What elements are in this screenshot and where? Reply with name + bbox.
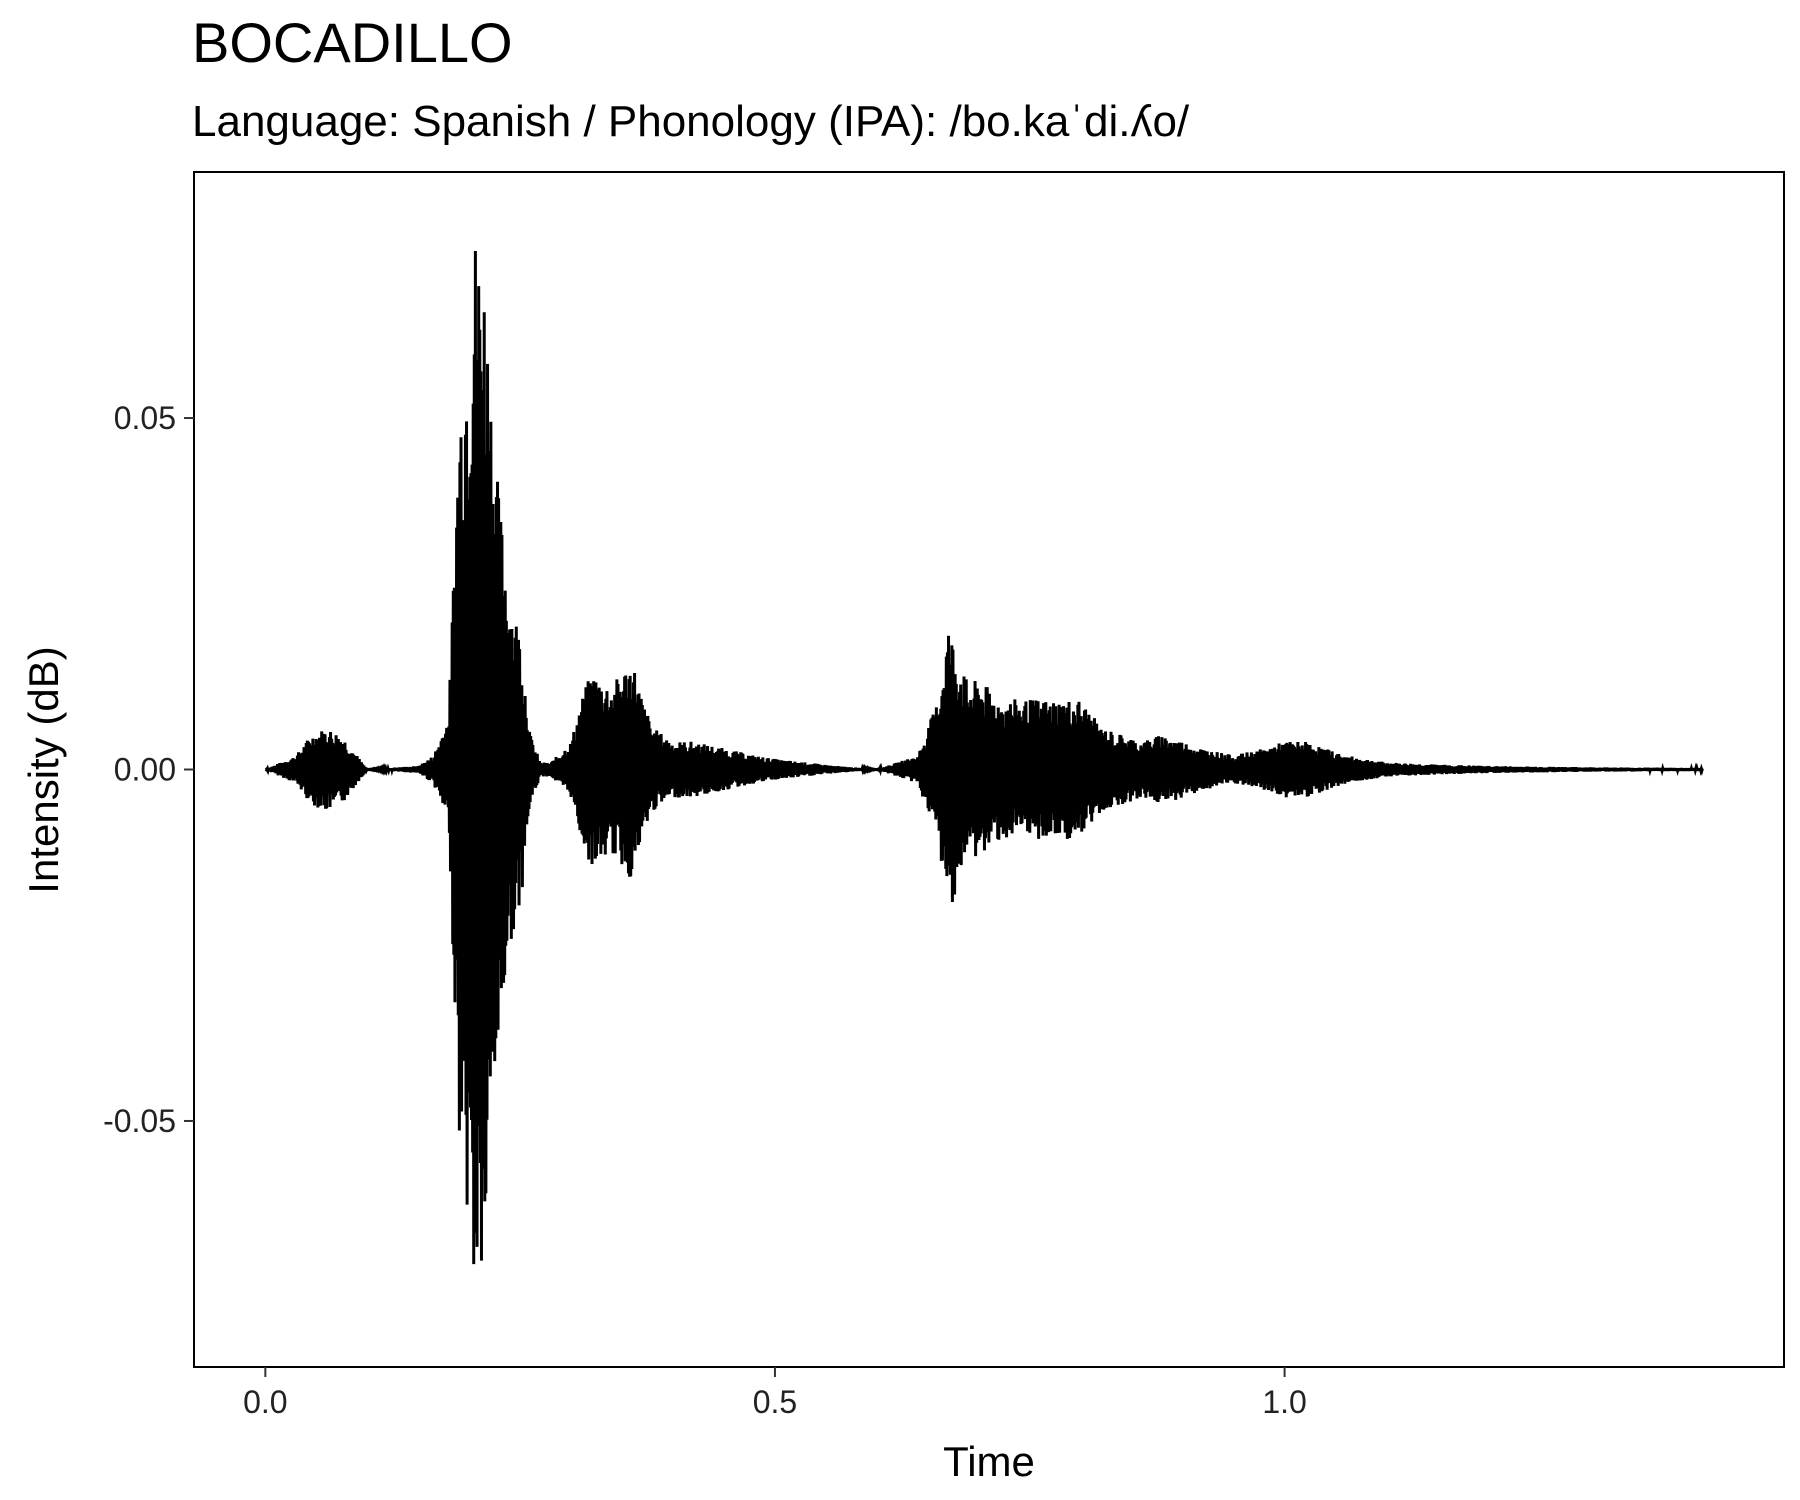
x-tick-label: 0.5 — [753, 1384, 797, 1420]
x-tick-label: 1.0 — [1262, 1384, 1306, 1420]
waveform-series — [264, 251, 1704, 1265]
chart-subtitle: Language: Spanish / Phonology (IPA): /bo… — [192, 97, 1190, 146]
chart-title: BOCADILLO — [192, 11, 513, 74]
y-axis-title: Intensity (dB) — [20, 646, 67, 893]
y-tick-label: -0.05 — [103, 1103, 176, 1139]
x-axis-title: Time — [943, 1438, 1035, 1485]
x-axis: 0.0 0.5 1.0 — [243, 1367, 1307, 1420]
y-tick-label: 0.05 — [114, 400, 176, 436]
x-tick-label: 0.0 — [243, 1384, 287, 1420]
waveform-line — [264, 251, 1704, 1265]
y-axis: -0.05 0.00 0.05 — [103, 400, 194, 1139]
y-tick-label: 0.00 — [114, 752, 176, 788]
